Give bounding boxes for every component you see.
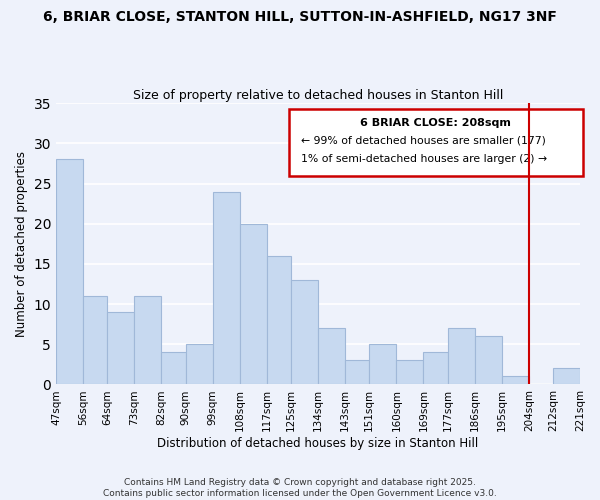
Bar	[424, 352, 448, 384]
Bar	[345, 360, 369, 384]
Title: Size of property relative to detached houses in Stanton Hill: Size of property relative to detached ho…	[133, 89, 503, 102]
Bar	[369, 344, 397, 385]
Bar	[212, 192, 240, 384]
Bar	[448, 328, 475, 384]
X-axis label: Distribution of detached houses by size in Stanton Hill: Distribution of detached houses by size …	[157, 437, 479, 450]
Bar	[107, 312, 134, 384]
Text: ← 99% of detached houses are smaller (177): ← 99% of detached houses are smaller (17…	[301, 136, 545, 145]
Text: 6 BRIAR CLOSE: 208sqm: 6 BRIAR CLOSE: 208sqm	[361, 118, 511, 128]
Bar	[553, 368, 580, 384]
Bar	[475, 336, 502, 384]
Text: 6, BRIAR CLOSE, STANTON HILL, SUTTON-IN-ASHFIELD, NG17 3NF: 6, BRIAR CLOSE, STANTON HILL, SUTTON-IN-…	[43, 10, 557, 24]
Bar	[240, 224, 267, 384]
Bar	[267, 256, 291, 384]
Bar	[83, 296, 107, 384]
Text: Contains HM Land Registry data © Crown copyright and database right 2025.
Contai: Contains HM Land Registry data © Crown c…	[103, 478, 497, 498]
FancyBboxPatch shape	[289, 109, 583, 176]
Bar	[161, 352, 185, 384]
Y-axis label: Number of detached properties: Number of detached properties	[15, 151, 28, 337]
Text: 1% of semi-detached houses are larger (2) →: 1% of semi-detached houses are larger (2…	[301, 154, 547, 164]
Bar	[291, 280, 318, 384]
Bar	[397, 360, 424, 384]
Bar	[318, 328, 345, 384]
Bar	[134, 296, 161, 384]
Bar	[502, 376, 529, 384]
Bar	[185, 344, 212, 385]
Bar	[56, 160, 83, 384]
